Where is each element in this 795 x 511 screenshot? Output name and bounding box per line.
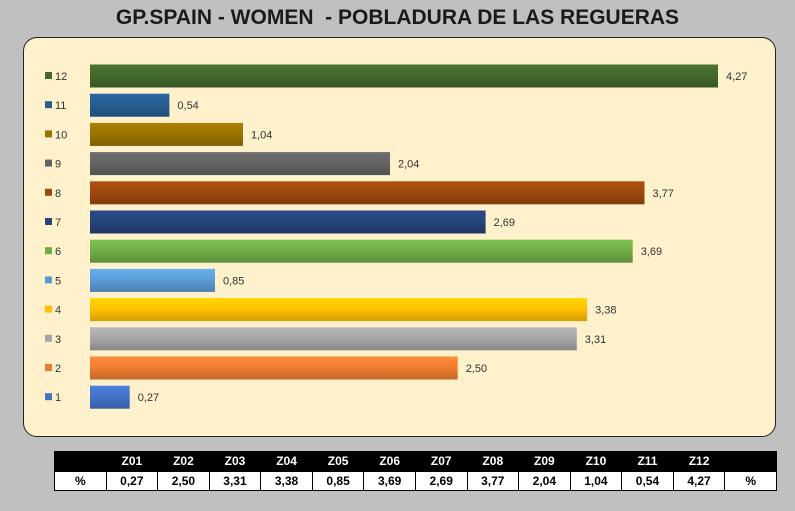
- category-swatch-6: [45, 247, 52, 255]
- bar-9: [90, 152, 390, 176]
- bar-4: [90, 298, 588, 322]
- table-header-cell: Z01: [106, 451, 158, 472]
- table-header-cell: Z07: [415, 451, 467, 472]
- category-swatch-1: [45, 393, 52, 401]
- bar-12: [90, 64, 718, 88]
- value-label: 2,50: [466, 363, 487, 375]
- category-label: 9: [55, 159, 61, 171]
- table-header-cell: Z03: [209, 451, 261, 472]
- bar-11: [90, 93, 170, 117]
- value-label: 4,27: [726, 71, 747, 83]
- category-label: 12: [55, 71, 67, 83]
- bar-3: [90, 327, 577, 351]
- table-cell: 3,31: [208, 471, 262, 491]
- value-label: 2,69: [494, 217, 515, 229]
- bar-8: [90, 181, 645, 205]
- table-row: % 0,27 2,50 3,31 3,38 0,85 3,69 2,69 3,77 2,04 1,0…: [54, 471, 777, 491]
- category-swatch-9: [45, 159, 52, 167]
- table-cell: 1,04: [569, 471, 623, 491]
- table-header-row: Z01 Z02 Z03 Z04 Z05 Z06 Z07 Z08 Z09 Z10 Z11 Z12: [54, 451, 777, 472]
- value-label: 3,69: [641, 246, 662, 258]
- bar-10: [90, 122, 243, 146]
- value-label: 0,85: [223, 275, 244, 287]
- table-header-cell: Z11: [621, 451, 674, 472]
- data-table: Z01 Z02 Z03 Z04 Z05 Z06 Z07 Z08 Z09 Z10 Z11 Z12 % 0,…: [54, 451, 777, 491]
- table-cell: 3,69: [363, 471, 416, 491]
- value-label: 0,27: [138, 392, 159, 404]
- category-swatch-12: [45, 72, 52, 79]
- category-swatch-4: [45, 305, 52, 313]
- table-cell: 2,69: [414, 471, 468, 491]
- table-cell: 3,77: [466, 471, 520, 491]
- table-header-cell: Z08: [467, 451, 519, 472]
- table-cell: 0,54: [621, 471, 674, 491]
- category-swatch-8: [45, 188, 52, 196]
- table-header-cell: Z04: [260, 451, 313, 472]
- category-label: 1: [55, 392, 61, 404]
- table-cell: 2,04: [518, 471, 571, 491]
- bar-6: [90, 239, 633, 263]
- category-swatch-11: [45, 101, 52, 109]
- value-label: 3,38: [595, 305, 616, 317]
- chart-panel: 12 4,27 11 0,54 10 1,04 9 2,04 8 3,77 7 2,69 6 3,69 5 0…: [23, 37, 776, 437]
- category-label: 3: [55, 334, 61, 346]
- category-swatch-5: [45, 276, 52, 284]
- value-label: 1,04: [251, 129, 272, 141]
- table-header-cell: Z05: [312, 451, 364, 472]
- bar-5: [90, 268, 215, 292]
- category-label: 4: [55, 305, 61, 317]
- value-label: 3,31: [585, 334, 606, 346]
- table-header-cell: [54, 451, 107, 472]
- category-swatch-7: [45, 218, 52, 225]
- bar-2: [90, 356, 458, 380]
- category-label: 7: [55, 217, 61, 229]
- table-header-cell: Z06: [363, 451, 416, 472]
- category-swatch-2: [45, 364, 52, 371]
- category-label: 6: [55, 246, 61, 258]
- category-label: 11: [55, 100, 66, 112]
- data-table-container: Z01 Z02 Z03 Z04 Z05 Z06 Z07 Z08 Z09 Z10 Z11 Z12 % 0,…: [54, 451, 777, 491]
- chart-title: GP.SPAIN - WOMEN - POBLADURA DE LAS REGU…: [115, 6, 680, 29]
- bar-7: [90, 210, 486, 234]
- table-cell: 2,50: [157, 471, 210, 491]
- category-swatch-3: [45, 334, 52, 342]
- table-header-cell: Z12: [673, 451, 725, 472]
- value-label: 2,04: [398, 159, 419, 171]
- value-label: 0,54: [177, 100, 198, 112]
- table-cell: 4,27: [672, 471, 726, 491]
- value-label: 3,77: [653, 188, 674, 200]
- table-header-cell: Z02: [157, 451, 210, 472]
- table-cell: %: [54, 471, 107, 491]
- category-swatch-10: [45, 130, 52, 138]
- table-cell: 0,85: [311, 471, 365, 491]
- table-header-cell: [724, 451, 777, 472]
- category-label: 10: [55, 129, 67, 141]
- table-header-cell: Z10: [570, 451, 622, 472]
- category-label: 8: [55, 188, 61, 200]
- table-header-cell: Z09: [518, 451, 571, 472]
- category-label: 2: [55, 363, 61, 375]
- bar-1: [90, 385, 130, 409]
- table-cell: 0,27: [105, 471, 159, 491]
- table-cell: 3,38: [260, 471, 313, 491]
- table-cell: %: [724, 471, 777, 491]
- category-label: 5: [55, 275, 61, 287]
